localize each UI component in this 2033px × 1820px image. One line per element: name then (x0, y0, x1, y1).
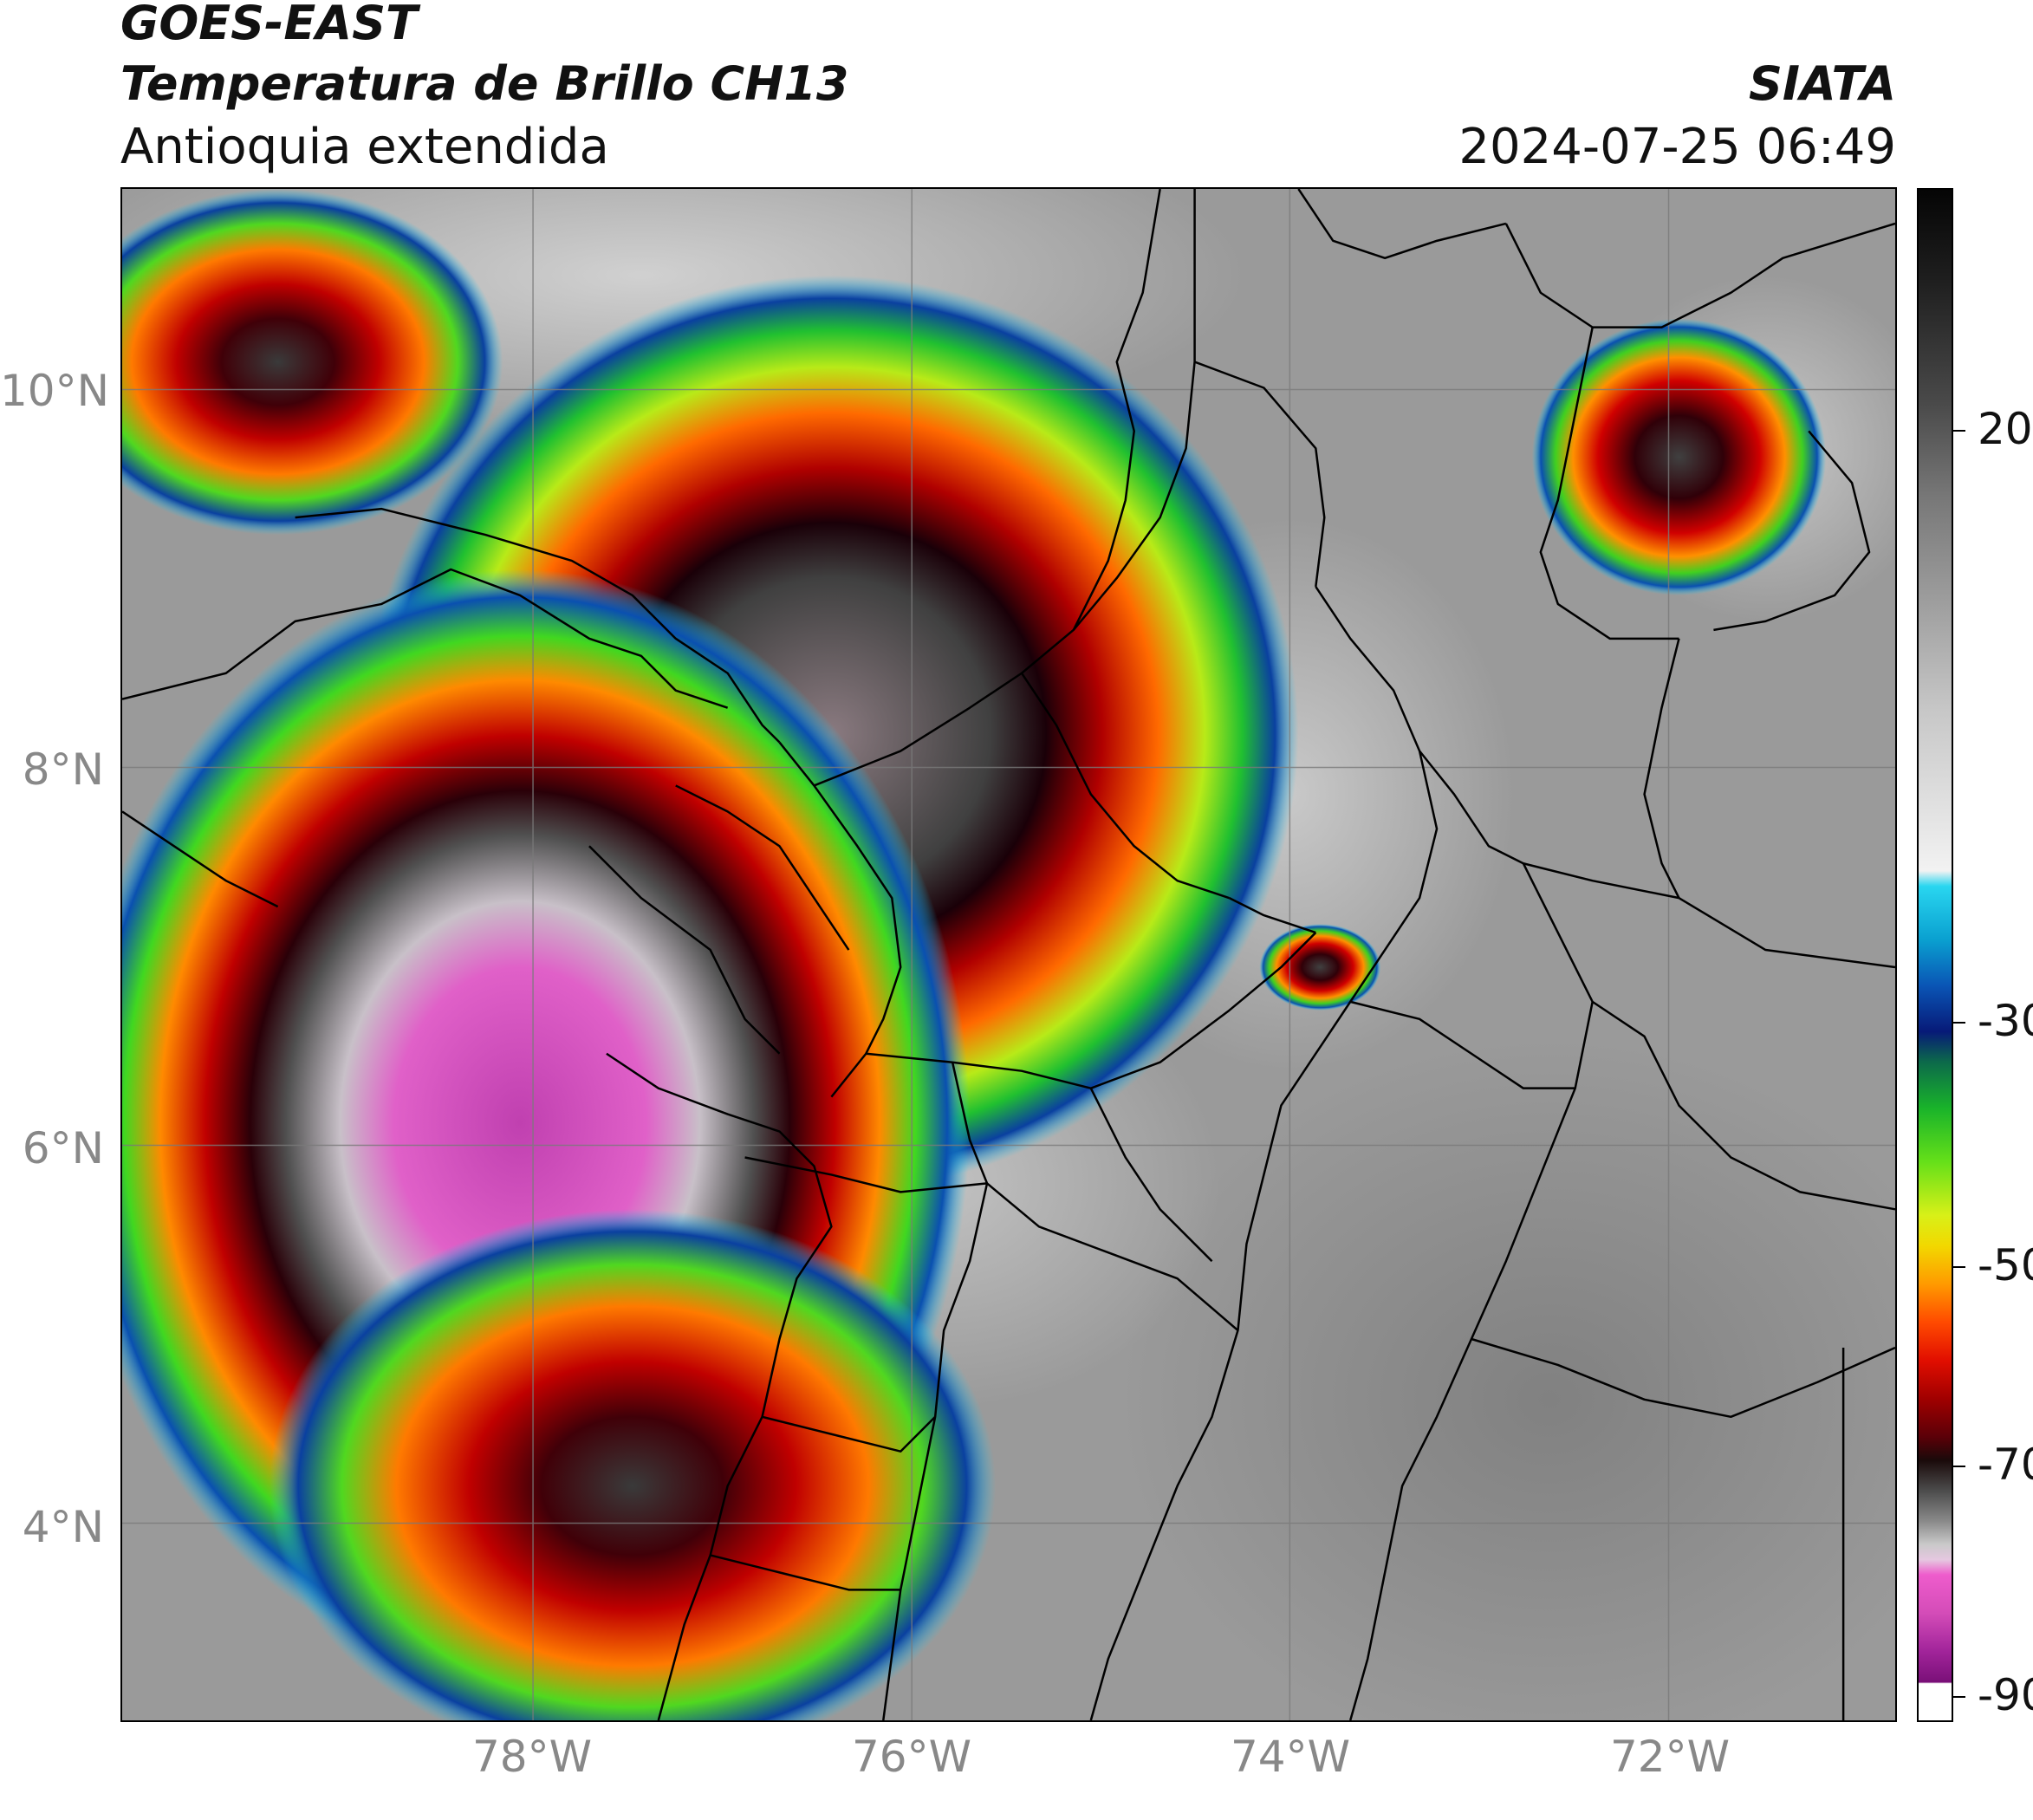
storm-cell-northeast (1531, 318, 1827, 595)
boundaries (122, 189, 1895, 1720)
storm-cell-south (269, 1209, 996, 1720)
storm-cell-small (1259, 924, 1381, 1011)
warm-region (1116, 1036, 1895, 1720)
lat-label: 6°N (22, 1123, 104, 1173)
lon-label: 74°W (1230, 1732, 1351, 1782)
lat-label: 4°N (22, 1502, 104, 1552)
region-subtitle: Antioquia extendida (120, 119, 609, 175)
colorbar-tick (1953, 1022, 1965, 1024)
temperature-colorbar (1917, 188, 1953, 1722)
colorbar-label: -90 (1978, 1670, 2033, 1720)
datetime-label: 2024-07-25 06:49 (1458, 119, 1896, 175)
colorbar-tick (1953, 430, 1965, 432)
colorbar-label: -50 (1978, 1240, 2033, 1290)
colorbar-label: -30 (1978, 996, 2033, 1046)
colorbar-label: -70 (1978, 1440, 2033, 1490)
colorbar-tick (1953, 1266, 1965, 1268)
graticule (122, 189, 1895, 1720)
agency-label: SIATA (1748, 56, 1896, 111)
lat-label: 8°N (22, 744, 104, 795)
storm-cell-northwest (122, 189, 503, 536)
colorbar-label: 20 (1978, 404, 2033, 454)
lon-label: 78°W (471, 1732, 593, 1782)
colorbar-tick (1953, 1696, 1965, 1698)
lon-label: 72°W (1609, 1732, 1731, 1782)
lat-label: 10°N (0, 366, 110, 416)
product-title: Temperatura de Brillo CH13 (120, 56, 849, 111)
satellite-title: GOES-EAST (120, 0, 418, 50)
brightness-temperature-map (122, 189, 1895, 1720)
lon-label: 76°W (851, 1732, 972, 1782)
colorbar-tick (1953, 1466, 1965, 1467)
satellite-map (120, 187, 1897, 1722)
